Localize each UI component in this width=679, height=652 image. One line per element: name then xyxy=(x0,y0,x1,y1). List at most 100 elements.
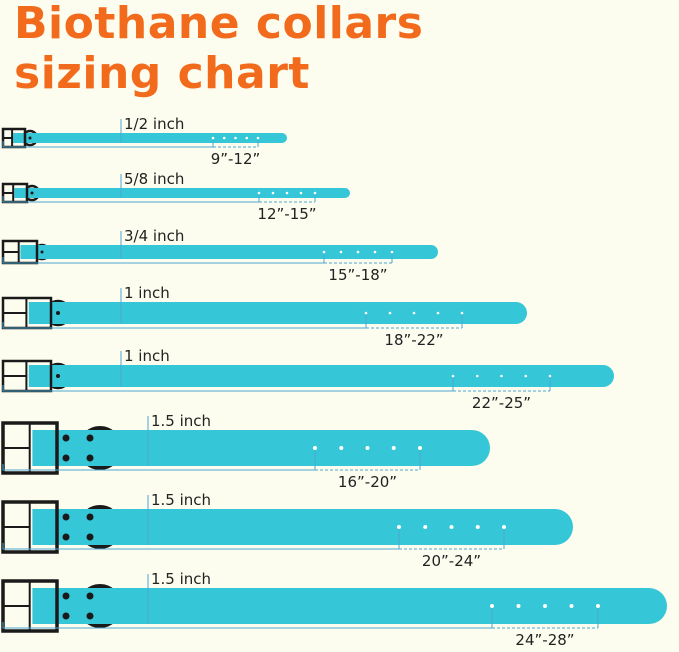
strap-end xyxy=(32,430,133,466)
hole xyxy=(475,525,480,529)
length-line xyxy=(2,529,400,550)
strap xyxy=(28,302,528,324)
hole xyxy=(390,250,394,254)
size-range-label: 18”-22” xyxy=(384,331,443,349)
hole xyxy=(436,311,440,315)
hole xyxy=(222,136,226,140)
hole xyxy=(245,136,249,140)
hole xyxy=(257,191,261,195)
size-range-label: 16”-20” xyxy=(338,473,397,491)
rivet xyxy=(62,612,70,620)
length-line xyxy=(2,608,493,629)
strap-end xyxy=(13,133,44,143)
hole xyxy=(412,311,416,315)
size-range-label: 20”-24” xyxy=(422,552,481,570)
chart-title-line-1: Biothane collars xyxy=(14,0,424,49)
rivet xyxy=(62,513,70,521)
size-range-label: 12”-15” xyxy=(257,205,316,223)
hole xyxy=(211,136,215,140)
hole xyxy=(391,446,396,450)
hole xyxy=(256,136,260,140)
rivet xyxy=(86,592,94,600)
hole xyxy=(451,374,455,378)
rivet xyxy=(28,136,32,140)
hole xyxy=(234,136,237,140)
hole xyxy=(423,525,428,529)
size-range-label: 9”-12” xyxy=(211,150,261,168)
strap xyxy=(32,509,573,545)
hole xyxy=(299,191,303,195)
hole xyxy=(460,311,464,315)
width-label: 1.5 inch xyxy=(151,412,211,430)
rivet xyxy=(86,533,94,541)
length-line xyxy=(2,140,214,148)
width-label: 1 inch xyxy=(124,284,170,302)
chart-title-line-2: sizing chart xyxy=(14,48,310,99)
rivet xyxy=(40,250,44,254)
rivet xyxy=(86,434,94,442)
strap xyxy=(32,430,491,466)
hole xyxy=(271,191,275,195)
hole xyxy=(524,374,528,378)
width-label: 1 inch xyxy=(124,347,170,365)
hole xyxy=(373,250,377,254)
hole xyxy=(364,311,368,315)
length-line xyxy=(2,378,454,392)
length-line xyxy=(2,315,367,329)
rivet xyxy=(86,612,94,620)
collar-4: 1 inch 18”-22” xyxy=(1,284,528,349)
hole xyxy=(285,191,289,195)
strap xyxy=(32,588,667,624)
rivet xyxy=(62,533,70,541)
collar-5: 1 inch 22”-25” xyxy=(1,347,615,412)
size-range-label: 15”-18” xyxy=(328,266,387,284)
rivet xyxy=(86,454,94,462)
hole xyxy=(322,250,326,254)
strap xyxy=(20,245,439,259)
hole xyxy=(449,525,454,529)
width-label: 3/4 inch xyxy=(124,227,184,245)
hole xyxy=(500,374,503,378)
rivet xyxy=(62,592,70,600)
hole xyxy=(596,604,600,608)
size-range-label: 24”-28” xyxy=(515,631,574,649)
hole xyxy=(548,374,552,378)
rivet xyxy=(62,454,70,462)
collar-1: 1/2 inch 9”-12” xyxy=(1,115,287,168)
rivet xyxy=(30,191,34,195)
rivet xyxy=(56,311,60,315)
rivet xyxy=(56,374,60,378)
rivet xyxy=(62,434,70,442)
width-label: 1/2 inch xyxy=(124,115,184,133)
hole xyxy=(502,525,506,529)
hole xyxy=(475,374,479,378)
hole xyxy=(339,250,343,254)
hole xyxy=(356,250,360,254)
hole xyxy=(313,191,317,195)
collar-6: 1.5 inch 16”-20” xyxy=(1,412,491,491)
rivet xyxy=(86,513,94,521)
collar-3: 3/4 inch 15”-18” xyxy=(1,227,439,284)
collar-8: 1.5 inch 24”-28” xyxy=(1,570,667,649)
strap xyxy=(14,188,351,198)
strap-end xyxy=(14,188,47,198)
hole xyxy=(339,446,344,450)
collar-7: 1.5 inch 20”-24” xyxy=(1,491,573,570)
hole xyxy=(388,311,392,315)
hole xyxy=(313,446,317,450)
hole xyxy=(543,604,547,608)
width-label: 1.5 inch xyxy=(151,491,211,509)
hole xyxy=(365,446,370,450)
hole xyxy=(490,604,494,608)
length-line xyxy=(2,195,260,203)
hole xyxy=(418,446,422,450)
strap xyxy=(28,365,615,387)
length-line xyxy=(2,254,325,264)
strap-end xyxy=(32,509,133,545)
strap-end xyxy=(32,588,133,624)
width-label: 1.5 inch xyxy=(151,570,211,588)
hole xyxy=(569,604,574,608)
strap xyxy=(13,133,287,143)
length-line xyxy=(2,450,316,471)
